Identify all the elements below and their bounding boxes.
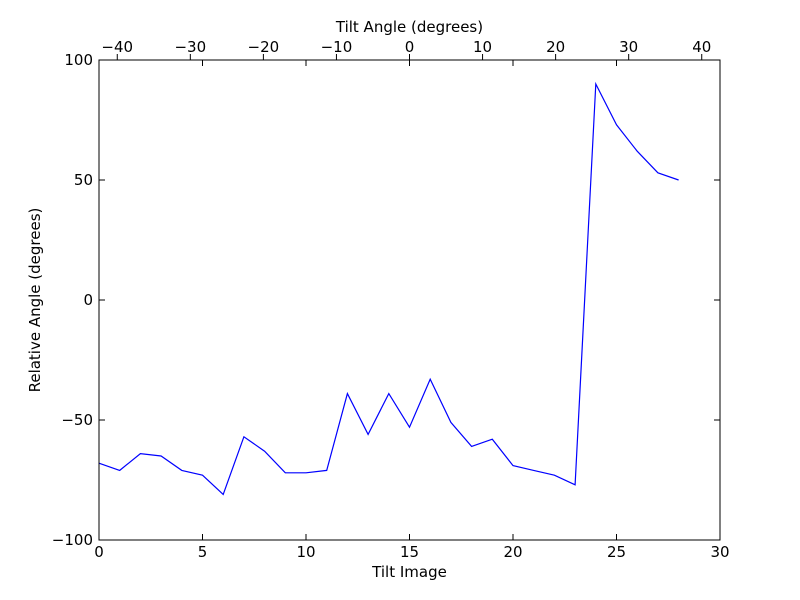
top-x-tick-label: 40 bbox=[692, 38, 711, 56]
top-x-tick-label: −20 bbox=[248, 38, 280, 56]
tick-layer: 0 5 10 15 20 25 30−40 −30 −20 −10 0 10 20 30 40−100−50… bbox=[52, 38, 730, 561]
x-axis-label: Tilt Image bbox=[371, 563, 447, 581]
top-x-tick-label: −40 bbox=[101, 38, 133, 56]
y-tick-label: −50 bbox=[61, 411, 93, 429]
top-x-tick-label: 20 bbox=[546, 38, 565, 56]
y-axis-label: Relative Angle (degrees) bbox=[26, 208, 44, 393]
x-tick-label: 15 bbox=[400, 543, 419, 561]
y-tick-label: 50 bbox=[74, 171, 93, 189]
plot-background bbox=[99, 60, 720, 540]
x-tick-label: 5 bbox=[198, 543, 208, 561]
x-tick-label: 30 bbox=[710, 543, 729, 561]
x-tick-label: 20 bbox=[503, 543, 522, 561]
top-x-tick-label: 10 bbox=[473, 38, 492, 56]
x-tick-label: 25 bbox=[607, 543, 626, 561]
top-x-tick-label: −30 bbox=[174, 38, 206, 56]
x-tick-label: 10 bbox=[296, 543, 315, 561]
y-tick-label: 0 bbox=[83, 291, 93, 309]
top-x-axis-label: Tilt Angle (degrees) bbox=[335, 18, 483, 36]
plot-frame bbox=[98, 59, 721, 541]
series-layer bbox=[98, 81, 679, 496]
x-tick-label: 0 bbox=[94, 543, 104, 561]
series-line bbox=[98, 81, 679, 496]
top-x-tick-label: 0 bbox=[405, 38, 415, 56]
y-tick-label: 100 bbox=[64, 51, 93, 69]
top-x-tick-label: 30 bbox=[619, 38, 638, 56]
y-tick-label: −100 bbox=[52, 531, 93, 549]
top-x-tick-label: −10 bbox=[321, 38, 353, 56]
